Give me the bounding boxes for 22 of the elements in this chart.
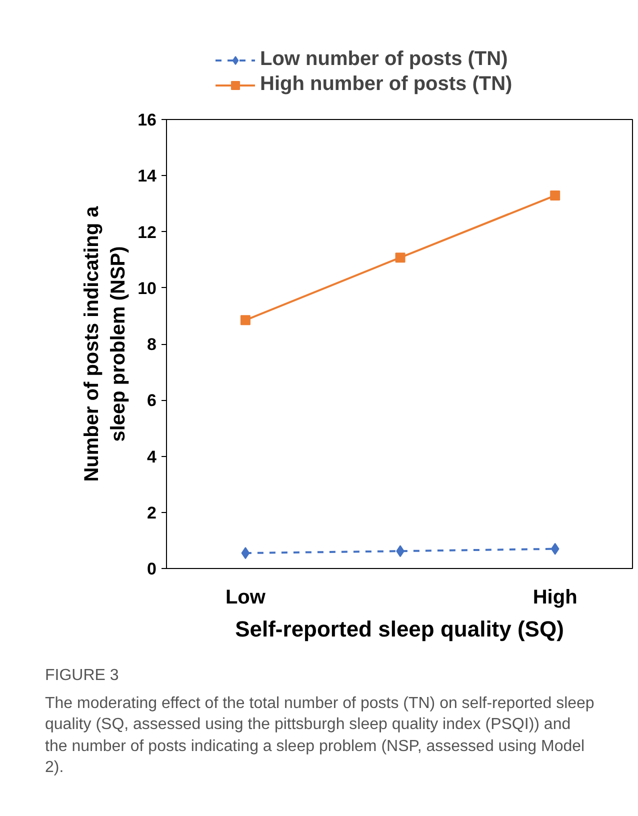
point [550,542,560,555]
text: The moderating effect of the total number of posts (TN) on self-reported sleep quality (SQ, assessed using the pittsburgh sleep quality index (PSQI)) and the number of posts indicating a sleep problem (NSP, assessed using Model 2). [45,694,595,778]
y-tick-label: 6 [147,391,157,410]
y-tick-label: 10 [138,278,157,298]
point [240,315,250,326]
point [395,252,406,263]
caption: FIGURE 3 [45,666,120,686]
y-tick-label: 8 [147,335,157,354]
y-tick-label: 14 [138,166,158,186]
point [550,190,560,201]
y-tick-label: 2 [147,503,157,522]
y-tick-label: 12 [138,222,157,242]
y-tick-label: 4 [147,447,158,466]
legend-label: High number of posts (TN) [260,73,512,96]
x-axis-title: Self-reported sleep quality (SQ) [235,616,564,642]
point [241,547,250,560]
y-tick-label: 16 [138,110,157,130]
y-axis-title: Number of posts indicating a sleep problem (NSP) [81,205,130,482]
x-tick-label: Low [225,586,266,608]
x-tick-label: High [532,586,578,608]
y-tick-label: 0 [147,560,157,578]
legend-label: Low number of posts (TN) [260,48,508,71]
